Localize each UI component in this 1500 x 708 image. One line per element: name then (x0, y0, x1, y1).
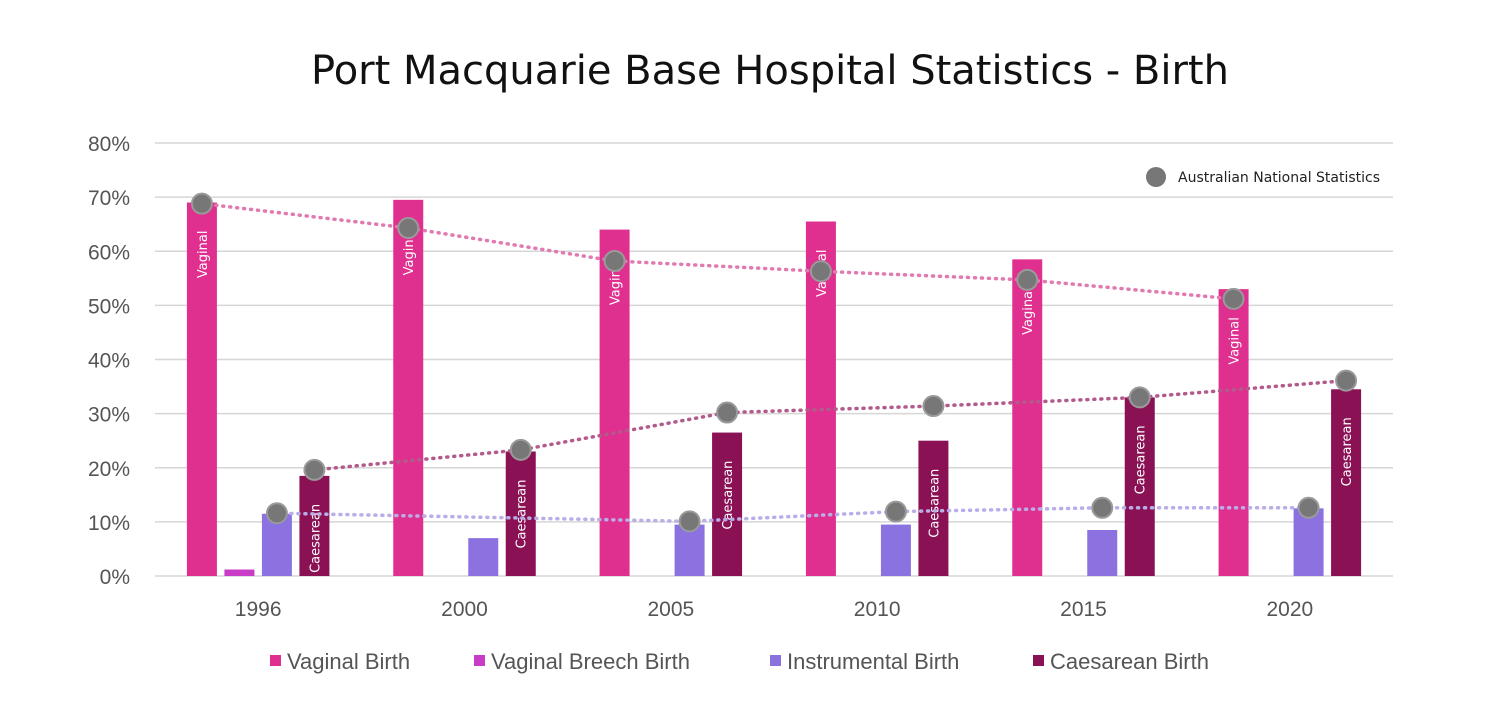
bar-instrumental-birth-2000 (468, 538, 499, 576)
bar-caesarean-birth-2015 (1124, 397, 1155, 576)
national-marker-caesarean-birth (303, 458, 326, 481)
bar-label-caesarean: Caesarean (1340, 417, 1355, 486)
national-marker-vaginal-birth (603, 249, 626, 272)
x-tick-label: 1996 (235, 598, 282, 621)
legend-label-instrumental-birth: Instrumental Birth (787, 649, 959, 674)
legend-swatch-caesarean-birth (1033, 655, 1044, 666)
x-tick-label: 2005 (647, 598, 694, 621)
y-tick-label: 30% (88, 404, 130, 427)
x-tick-label: 2015 (1060, 598, 1107, 621)
chart-title: Port Macquarie Base Hospital Statistics … (311, 48, 1229, 94)
bar-label-vaginal: Vaginal (1021, 287, 1036, 335)
y-tick-label: 80% (88, 133, 130, 156)
national-trend-vaginal-birth (200, 201, 1236, 301)
bar-instrumental-birth-2005 (674, 524, 705, 576)
y-tick-label: 50% (88, 295, 130, 318)
national-markers (190, 192, 1358, 533)
y-tick-label: 70% (88, 187, 130, 210)
bar-instrumental-birth-2015 (1087, 529, 1118, 576)
bar-label-caesarean: Caesarean (308, 504, 323, 573)
national-trend-caesarean-birth (312, 378, 1348, 472)
bar-label-caesarean: Caesarean (515, 480, 530, 549)
gridlines (155, 142, 1393, 577)
national-trend-instrumental-birth (275, 506, 1311, 524)
y-tick-label: 20% (88, 458, 130, 481)
x-tick-label: 2000 (441, 598, 488, 621)
x-axis-ticks: 1996 2000 2005 2010 2015 2020 (235, 598, 1313, 621)
bar-vaginal-birth-2020 (1218, 289, 1249, 576)
y-axis-ticks: 0% 10% 20% 30% 40% 50% 60% 70% 80% (88, 133, 130, 589)
bar-vaginal-birth-2000 (393, 199, 424, 577)
y-tick-label: 60% (88, 241, 130, 264)
bar-label-caesarean: Caesarean (927, 469, 942, 538)
national-marker-instrumental-birth (1091, 496, 1114, 519)
x-tick-label: 2010 (854, 598, 901, 621)
bar-caesarean-birth-2020 (1331, 389, 1362, 576)
legend-swatch-instrumental-birth (770, 655, 781, 666)
national-marker-instrumental-birth (1297, 496, 1320, 519)
national-marker-caesarean-birth (509, 438, 532, 461)
national-statistics-legend: Australian National Statistics (1146, 167, 1380, 187)
national-marker-instrumental-birth (265, 502, 288, 525)
national-marker-caesarean-birth (1335, 369, 1358, 392)
bar-caesarean-birth-2005 (712, 432, 743, 576)
bar-vaginal-birth-2015 (1012, 259, 1043, 576)
legend: Vaginal Birth Vaginal Breech Birth Instrum… (270, 649, 1209, 674)
national-statistics-legend-marker (1146, 167, 1166, 187)
bar-label-caesarean: Caesarean (721, 461, 736, 530)
national-marker-vaginal-birth (1016, 268, 1039, 291)
legend-label-vaginal-birth: Vaginal Birth (287, 649, 410, 674)
national-marker-caesarean-birth (716, 401, 739, 424)
bar-vaginal-birth-1996 (186, 202, 217, 576)
bar-vaginal-breech-birth-1996 (224, 569, 255, 576)
bar-instrumental-birth-2010 (880, 524, 911, 576)
y-tick-label: 40% (88, 350, 130, 373)
legend-label-vaginal-breech-birth: Vaginal Breech Birth (491, 649, 690, 674)
legend-swatch-vaginal-birth (270, 655, 281, 666)
national-marker-vaginal-birth (397, 216, 420, 239)
bar-caesarean-birth-2010 (918, 440, 949, 576)
legend-label-caesarean-birth: Caesarean Birth (1050, 649, 1209, 674)
y-tick-label: 10% (88, 512, 130, 535)
national-trend-lines (200, 201, 1348, 524)
x-tick-label: 2020 (1266, 598, 1313, 621)
national-marker-instrumental-birth (884, 500, 907, 523)
bar-label-vaginal: Vaginal (402, 228, 417, 276)
bar-instrumental-birth-2020 (1293, 508, 1324, 576)
bar-label-vaginal: Vaginal (196, 231, 211, 279)
national-marker-caesarean-birth (922, 395, 945, 418)
y-tick-label: 0% (100, 566, 130, 589)
bar-label-caesarean: Caesarean (1134, 425, 1149, 494)
national-marker-vaginal-birth (190, 192, 213, 215)
bar-label-vaginal: Vaginal (1228, 317, 1243, 365)
bars (186, 199, 1362, 577)
national-statistics-legend-label: Australian National Statistics (1178, 170, 1380, 186)
national-marker-vaginal-birth (809, 260, 832, 283)
legend-swatch-vaginal-breech-birth (474, 655, 485, 666)
bar-caesarean-birth-2000 (505, 451, 536, 576)
national-marker-vaginal-birth (1222, 287, 1245, 310)
bar-caesarean-birth-1996 (299, 475, 330, 576)
national-marker-instrumental-birth (678, 510, 701, 533)
national-marker-caesarean-birth (1128, 386, 1151, 409)
